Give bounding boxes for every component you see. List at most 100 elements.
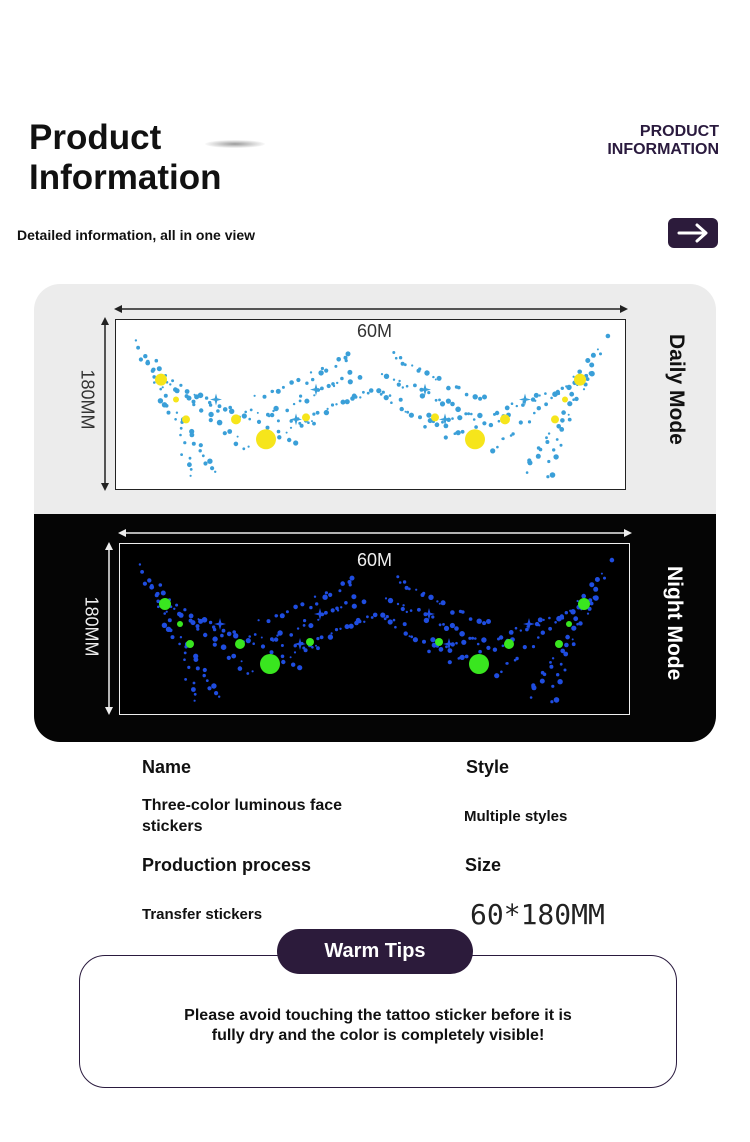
sticker-dot bbox=[174, 418, 177, 421]
sticker-dot bbox=[285, 408, 289, 413]
sticker-dot bbox=[302, 646, 306, 650]
style-header: Style bbox=[466, 757, 510, 777]
sticker-dot bbox=[578, 621, 583, 626]
sticker-dot bbox=[323, 409, 330, 416]
warm-tips-line1: Please avoid touching the tattoo sticker… bbox=[184, 1007, 572, 1024]
sticker-dot bbox=[494, 673, 500, 679]
sticker-dot bbox=[326, 407, 329, 410]
sticker-dot bbox=[303, 619, 307, 623]
sticker-dot bbox=[175, 603, 179, 607]
sticker-dot bbox=[163, 612, 166, 615]
sticker-dot bbox=[571, 625, 577, 631]
sticker-accent bbox=[566, 621, 572, 627]
sticker-dot bbox=[191, 687, 196, 692]
warm-tips-text: Please avoid touching the tattoo sticker… bbox=[79, 1006, 677, 1046]
sticker-dot bbox=[544, 402, 548, 407]
sticker-dot bbox=[436, 375, 442, 381]
sticker-dot bbox=[208, 400, 212, 405]
sticker-dot bbox=[281, 659, 286, 665]
sticker-dot bbox=[166, 410, 171, 415]
sticker-dot bbox=[340, 606, 343, 609]
sticker-dot bbox=[412, 637, 418, 643]
sticker-dot bbox=[547, 459, 551, 464]
arrow-right-icon bbox=[677, 223, 708, 243]
sticker-dot bbox=[566, 384, 572, 391]
sticker-dot bbox=[455, 406, 461, 413]
next-arrow-button[interactable] bbox=[668, 218, 718, 248]
sticker-dot bbox=[398, 379, 401, 383]
sticker-dot bbox=[151, 367, 155, 372]
sticker-dot bbox=[324, 368, 329, 373]
sticker-dot bbox=[405, 384, 409, 388]
corner-heading-line2: INFORMATION bbox=[607, 141, 719, 158]
sticker-dot bbox=[312, 412, 316, 416]
sticker-dot bbox=[320, 366, 324, 371]
sticker-dot bbox=[248, 635, 251, 638]
sticker-dot bbox=[157, 605, 160, 609]
sticker-dot bbox=[179, 636, 183, 639]
sticker-dot bbox=[511, 432, 515, 436]
sticker-dot bbox=[565, 634, 570, 640]
sticker-dot bbox=[216, 419, 223, 426]
sticker-dot bbox=[599, 352, 602, 356]
sticker-dot bbox=[560, 648, 565, 654]
sticker-dot bbox=[222, 431, 227, 436]
sticker-dot bbox=[276, 419, 280, 423]
sticker-dot bbox=[305, 381, 309, 385]
sticker-dot bbox=[443, 423, 449, 429]
sticker-dot bbox=[424, 370, 430, 376]
sticker-dot bbox=[585, 377, 590, 381]
sticker-dot bbox=[196, 627, 200, 631]
sticker-dot bbox=[173, 607, 176, 610]
sticker-dot bbox=[422, 639, 426, 644]
corner-heading-line1: PRODUCT bbox=[639, 123, 719, 140]
sticker-dot bbox=[515, 656, 519, 661]
sticker-dot bbox=[296, 627, 300, 630]
sticker-dot bbox=[564, 642, 569, 648]
sticker-dot bbox=[560, 418, 565, 423]
sticker-dot bbox=[241, 413, 247, 419]
sticker-dot bbox=[272, 409, 275, 413]
sticker-dot bbox=[171, 379, 175, 383]
sticker-dot bbox=[357, 619, 362, 624]
sticker-dot bbox=[396, 382, 401, 387]
sticker-dot bbox=[298, 399, 302, 403]
sticker-dot bbox=[208, 418, 213, 423]
sticker-dot bbox=[201, 454, 205, 458]
sticker-dot bbox=[401, 386, 404, 389]
sticker-dot bbox=[549, 664, 554, 669]
sticker-dot bbox=[273, 637, 279, 642]
sticker-dot bbox=[260, 644, 266, 649]
sticker-dot bbox=[191, 441, 196, 446]
sticker-dot bbox=[560, 386, 564, 390]
sticker-dot bbox=[184, 678, 187, 681]
sticker-dot bbox=[404, 410, 407, 413]
sticker-dot bbox=[331, 382, 335, 386]
sticker-dot bbox=[445, 645, 448, 649]
sticker-dot bbox=[188, 456, 192, 460]
sticker-dot bbox=[303, 648, 308, 653]
sticker-dot bbox=[158, 583, 163, 587]
sticker-dot bbox=[161, 622, 168, 628]
sticker-dot bbox=[453, 432, 457, 435]
sticker-dot bbox=[330, 632, 333, 635]
sticker-dot bbox=[477, 412, 483, 419]
sticker-dot bbox=[193, 699, 196, 702]
sticker-accent bbox=[256, 429, 276, 450]
process-value: Transfer stickers bbox=[142, 906, 263, 923]
sticker-dot bbox=[472, 418, 476, 421]
sticker-dot bbox=[178, 642, 181, 646]
sticker-dot bbox=[177, 611, 182, 617]
sticker-dot bbox=[493, 412, 496, 416]
sticker-dot bbox=[432, 375, 435, 379]
sticker-dot bbox=[370, 616, 374, 619]
sticker-dot bbox=[180, 453, 183, 456]
sticker-dot bbox=[527, 420, 532, 424]
daily-sticker-art bbox=[134, 333, 611, 479]
daily-height-label: 180MM bbox=[77, 369, 98, 430]
sticker-dot bbox=[576, 622, 579, 626]
sticker-accent bbox=[186, 640, 194, 648]
sticker-dot bbox=[169, 383, 172, 386]
sticker-dot bbox=[589, 370, 595, 377]
sticker-dot bbox=[443, 625, 450, 631]
